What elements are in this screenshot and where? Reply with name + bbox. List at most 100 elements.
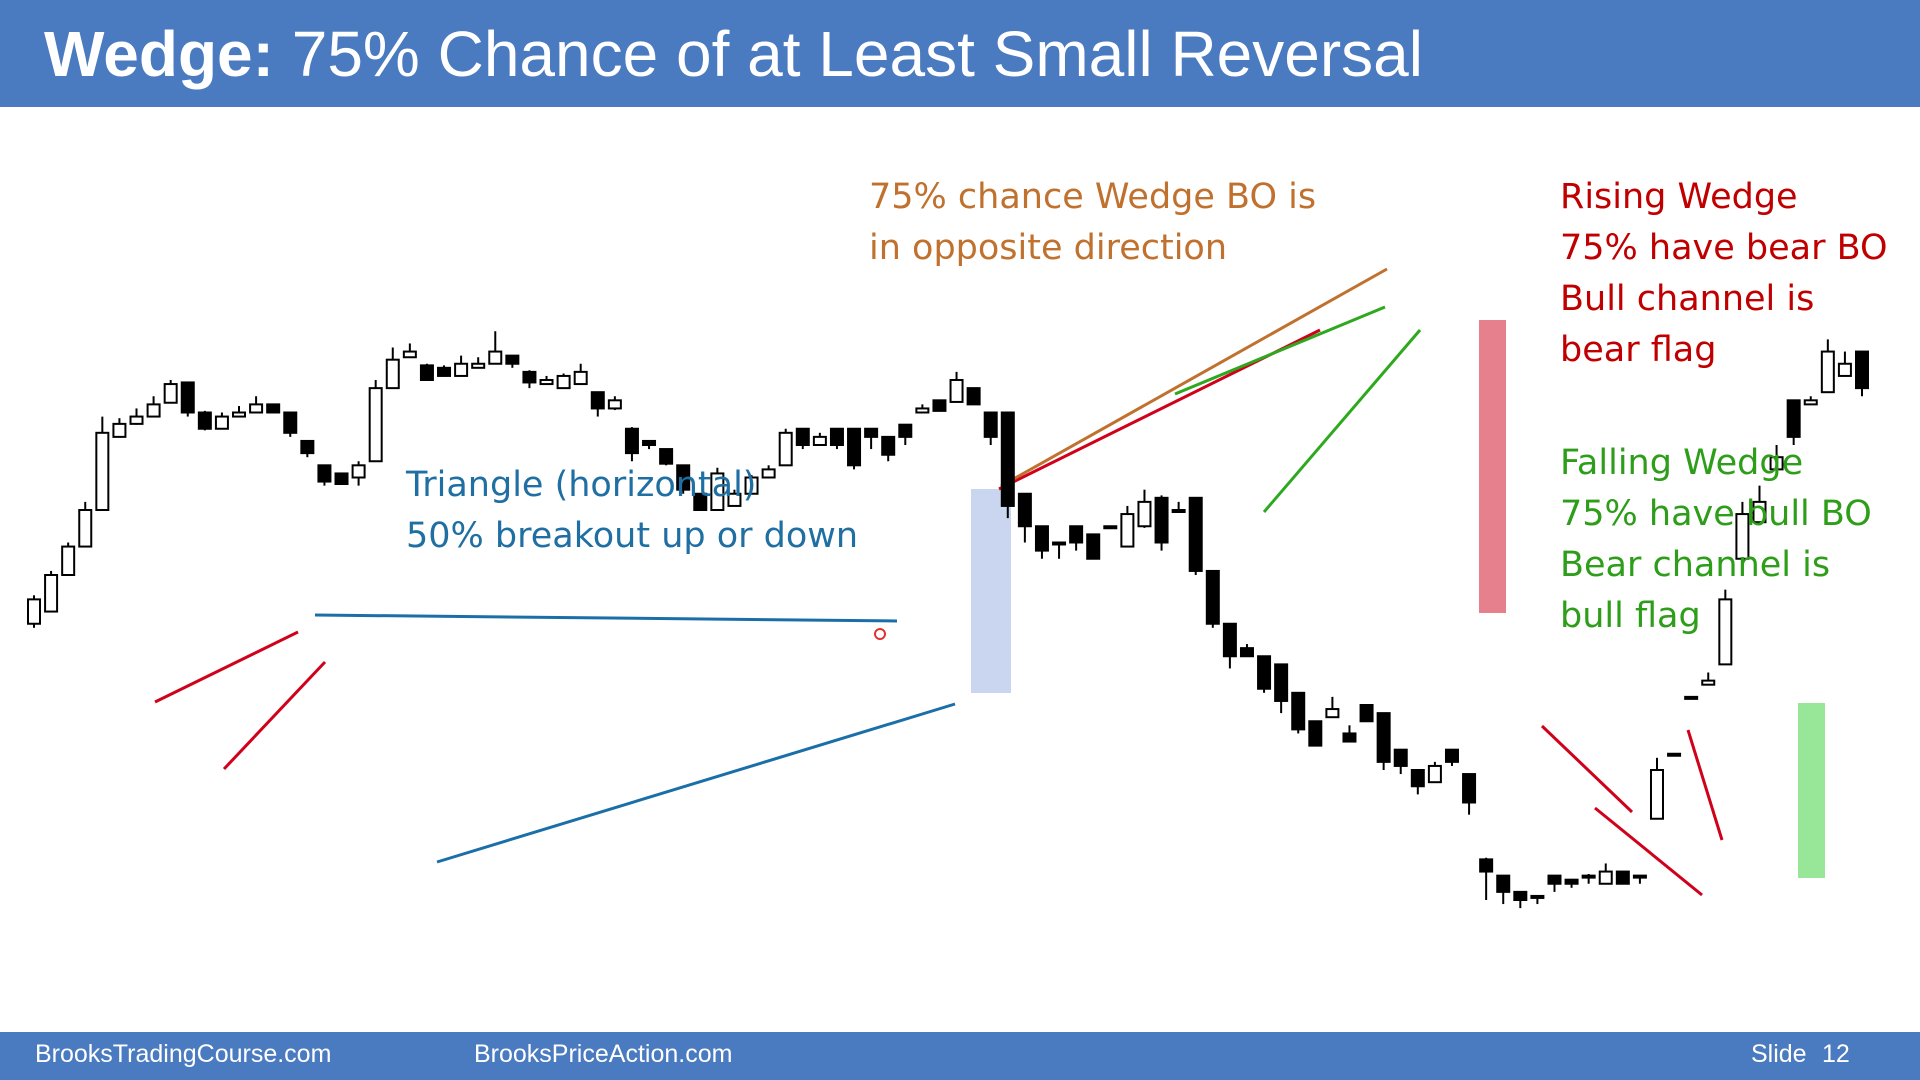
candle xyxy=(266,403,281,414)
candle xyxy=(1684,695,1699,700)
candle-body xyxy=(829,427,844,446)
candle xyxy=(1496,874,1511,905)
candle-body xyxy=(129,415,144,425)
rising-wedge-annotation: Rising Wedge 75% have bear BO Bull chann… xyxy=(1560,172,1888,376)
candle xyxy=(385,347,400,390)
rising-wedge-line2: 75% have bear BO xyxy=(1560,228,1888,268)
candle-body xyxy=(317,464,332,483)
candle xyxy=(249,396,264,414)
candle xyxy=(1462,773,1477,815)
candle-body xyxy=(1325,708,1340,719)
candle-body xyxy=(1205,569,1220,625)
candle xyxy=(1017,492,1032,543)
candle-body xyxy=(402,350,417,359)
candle-body xyxy=(1684,695,1699,700)
candle-body xyxy=(27,598,41,625)
candle-body xyxy=(812,435,827,446)
candle-body xyxy=(214,415,229,430)
candle xyxy=(966,387,981,406)
candle-body xyxy=(966,387,981,406)
candle-body xyxy=(1513,890,1528,901)
candle xyxy=(283,411,298,437)
candle xyxy=(659,448,674,466)
candle xyxy=(1034,525,1049,559)
candle xyxy=(1530,894,1545,905)
candle-body xyxy=(1769,456,1784,471)
wedge-bo-line2: in opposite direction xyxy=(869,228,1228,268)
candle-body xyxy=(1649,769,1664,820)
triangle-top-line xyxy=(314,613,898,623)
candle xyxy=(847,427,862,470)
wedge-bo-annotation: 75% chance Wedge BO is in opposite direc… xyxy=(869,172,1316,274)
candle-body xyxy=(1547,874,1562,885)
slide-title: Wedge: 75% Chance of at Least Small Reve… xyxy=(44,14,1423,94)
candle xyxy=(693,492,708,511)
candle-body xyxy=(1496,874,1511,893)
candle xyxy=(1786,399,1801,445)
footer-center-link[interactable]: BrooksPriceAction.com xyxy=(474,1040,733,1068)
title-bold: Wedge: xyxy=(44,18,274,90)
candle-body xyxy=(368,387,383,463)
candles xyxy=(27,331,1869,909)
candle-body xyxy=(590,391,605,410)
footer-slide-label: Slide xyxy=(1751,1040,1807,1068)
candle-body xyxy=(949,379,964,403)
candle-body xyxy=(1735,513,1750,560)
candle-body xyxy=(1308,720,1323,747)
candle xyxy=(556,373,571,390)
candle xyxy=(642,439,657,450)
candle-body xyxy=(471,362,486,369)
candle xyxy=(898,423,913,445)
candle-body xyxy=(1667,752,1682,757)
candle-body xyxy=(1427,764,1442,784)
candle xyxy=(44,570,59,613)
candle-body xyxy=(1598,870,1613,885)
candle-body xyxy=(1291,691,1306,731)
candle xyxy=(1632,874,1647,884)
candle-body xyxy=(61,545,76,576)
candle-body xyxy=(778,431,793,467)
candle-body xyxy=(1034,525,1049,552)
candle xyxy=(607,396,622,411)
rising-wedge-line4: bear flag xyxy=(1560,330,1717,370)
candle-body xyxy=(1274,663,1289,702)
candle xyxy=(1547,874,1562,892)
candle xyxy=(488,331,503,365)
candle xyxy=(795,427,810,450)
candle-body xyxy=(283,411,298,434)
candle xyxy=(864,427,879,450)
candle xyxy=(27,595,41,628)
candle xyxy=(1820,339,1835,394)
candle-body xyxy=(266,403,281,414)
candle xyxy=(1342,725,1357,743)
candle xyxy=(1581,874,1596,884)
triangle-lines xyxy=(314,613,956,864)
candle xyxy=(437,365,452,377)
candle xyxy=(1649,757,1664,820)
candle xyxy=(881,435,896,462)
candle xyxy=(1803,396,1818,406)
candle-body xyxy=(573,370,588,386)
candle xyxy=(676,464,691,494)
candle xyxy=(1308,720,1323,747)
candle-body xyxy=(351,464,366,479)
candle xyxy=(983,411,998,445)
candle xyxy=(1291,691,1306,734)
candle xyxy=(112,418,127,438)
candle-body xyxy=(1052,541,1067,546)
candle xyxy=(1120,505,1135,548)
candle-body xyxy=(1820,350,1835,394)
candle-body xyxy=(1376,712,1391,763)
candle-body xyxy=(1615,870,1630,885)
candle xyxy=(1444,748,1459,766)
candle-body xyxy=(1701,679,1716,686)
candle-body xyxy=(1154,496,1169,544)
candle xyxy=(1257,655,1272,693)
candle xyxy=(1052,541,1067,559)
candle xyxy=(1615,870,1630,885)
candle-body xyxy=(488,350,503,365)
bull-breakout-highlight xyxy=(971,489,1011,693)
candle-body xyxy=(1171,509,1186,513)
candle-body xyxy=(898,423,913,438)
footer-left-link[interactable]: BrooksTradingCourse.com xyxy=(35,1040,332,1068)
